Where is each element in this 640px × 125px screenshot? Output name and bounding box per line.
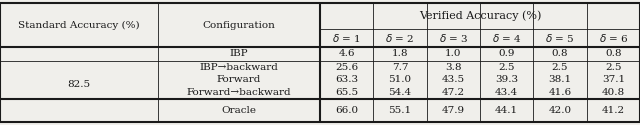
Text: 63.3: 63.3 — [335, 76, 358, 84]
Text: Forward: Forward — [217, 76, 261, 84]
Text: $\delta$ = 1: $\delta$ = 1 — [332, 32, 361, 44]
Text: 41.6: 41.6 — [548, 88, 572, 97]
Text: 82.5: 82.5 — [67, 80, 91, 89]
Text: 25.6: 25.6 — [335, 63, 358, 72]
Text: 51.0: 51.0 — [388, 76, 412, 84]
Text: 37.1: 37.1 — [602, 76, 625, 84]
Text: 40.8: 40.8 — [602, 88, 625, 97]
Text: Oracle: Oracle — [221, 106, 257, 115]
Text: $\delta$ = 3: $\delta$ = 3 — [438, 32, 468, 44]
Text: Configuration: Configuration — [203, 20, 275, 30]
Text: 43.4: 43.4 — [495, 88, 518, 97]
Text: 3.8: 3.8 — [445, 63, 461, 72]
Text: 4.6: 4.6 — [339, 50, 355, 58]
Text: 2.5: 2.5 — [552, 63, 568, 72]
Text: 39.3: 39.3 — [495, 76, 518, 84]
Text: 65.5: 65.5 — [335, 88, 358, 97]
Text: 2.5: 2.5 — [605, 63, 621, 72]
Text: $\delta$ = 6: $\delta$ = 6 — [598, 32, 628, 44]
Text: $\delta$ = 4: $\delta$ = 4 — [492, 32, 522, 44]
Text: 1.0: 1.0 — [445, 50, 461, 58]
Text: 66.0: 66.0 — [335, 106, 358, 115]
Text: 1.8: 1.8 — [392, 50, 408, 58]
Text: IBP→backward: IBP→backward — [200, 63, 278, 72]
Text: 47.9: 47.9 — [442, 106, 465, 115]
Text: 42.0: 42.0 — [548, 106, 572, 115]
Text: 44.1: 44.1 — [495, 106, 518, 115]
Text: $\delta$ = 5: $\delta$ = 5 — [545, 32, 575, 44]
Text: 41.2: 41.2 — [602, 106, 625, 115]
Text: 55.1: 55.1 — [388, 106, 412, 115]
Text: $\delta$ = 2: $\delta$ = 2 — [385, 32, 415, 44]
Text: 0.8: 0.8 — [605, 50, 621, 58]
Text: 0.9: 0.9 — [499, 50, 515, 58]
Text: 7.7: 7.7 — [392, 63, 408, 72]
Text: Standard Accuracy (%): Standard Accuracy (%) — [18, 20, 140, 30]
Text: 0.8: 0.8 — [552, 50, 568, 58]
Text: 2.5: 2.5 — [499, 63, 515, 72]
Text: Forward→backward: Forward→backward — [187, 88, 291, 97]
Text: 43.5: 43.5 — [442, 76, 465, 84]
Text: 38.1: 38.1 — [548, 76, 572, 84]
Text: 47.2: 47.2 — [442, 88, 465, 97]
Text: IBP: IBP — [230, 50, 248, 58]
Text: 54.4: 54.4 — [388, 88, 412, 97]
Text: Verified Accuracy (%): Verified Accuracy (%) — [419, 11, 541, 21]
